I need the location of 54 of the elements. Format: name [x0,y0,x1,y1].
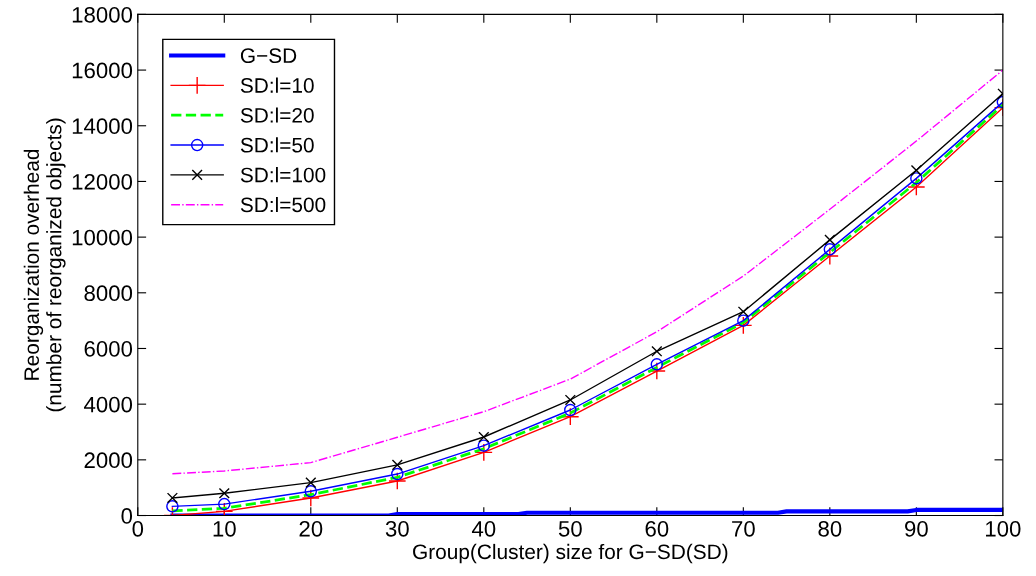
point [166,500,179,513]
point [301,488,320,508]
y-tick-label: 10000 [72,229,133,246]
x-axis-title: Group(Cluster) size for G−SD(SD) [413,543,728,564]
point [564,394,576,406]
point [218,497,231,511]
y-tick-label: 2000 [84,452,133,469]
point [651,345,663,357]
point [391,467,404,481]
x-tick-label: 10 [213,520,236,537]
y-tick-label: 16000 [72,62,133,79]
point [304,485,318,498]
point [734,316,753,335]
y-tick-label: 14000 [72,118,133,135]
x-tick-label: 50 [558,520,582,537]
point [910,172,923,185]
legend-label: SD:l=100 [240,167,326,183]
point [391,459,403,471]
y-tick-label: 0 [121,508,133,524]
legend-label: SD:l=20 [240,107,314,123]
x-tick-label: 100 [986,520,1021,537]
point [477,439,491,452]
legend-label: SD:l=500 [240,196,326,213]
point [166,492,178,504]
x-tick-label: 20 [299,520,323,537]
point [910,164,922,176]
point [820,247,839,266]
x-tick-label: 70 [732,520,755,537]
x-tick-label: 40 [471,520,496,537]
x-tick-label: 0 [132,520,144,537]
y-tick-label: 4000 [84,396,133,413]
point [824,234,836,246]
point [823,243,837,256]
point [737,314,750,327]
y-tick-label: 12000 [72,173,133,190]
legend-label: SD:l=10 [240,77,314,93]
legend-label: SD:l=50 [240,137,314,153]
point [218,487,230,499]
point [474,443,493,462]
x-tick-label: 30 [385,520,409,537]
y-tick-label: 18000 [72,6,133,23]
point [478,431,490,443]
x-tick-label: 60 [645,520,669,537]
y-tick-label: 8000 [84,285,133,302]
legend-label: G−SD [240,48,297,64]
point [305,477,317,489]
point [907,177,926,197]
y-tick-label: 6000 [84,341,133,357]
point [650,358,664,371]
x-tick-label: 80 [818,520,842,537]
point [564,403,577,417]
x-tick-label: 90 [905,520,928,537]
y-axis-title: Reorganization overhead (number of reorganized objects) [23,118,66,412]
point [737,306,749,318]
